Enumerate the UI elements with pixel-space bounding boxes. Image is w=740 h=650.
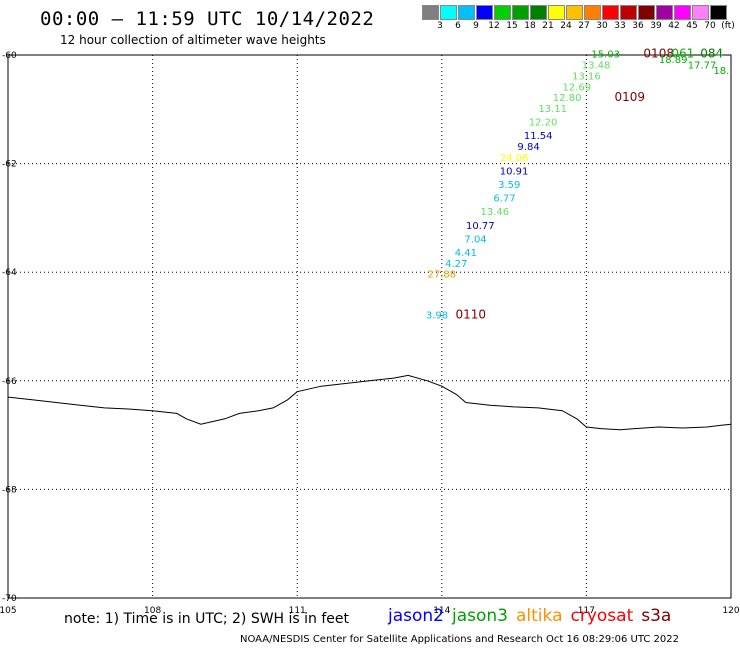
wave-height-label: 18.89 — [659, 55, 688, 66]
legend-label: 45 — [686, 21, 698, 31]
legend-swatch — [440, 5, 457, 20]
legend-label: 24 — [560, 21, 572, 31]
lon-tick-label: 111 — [289, 606, 306, 616]
legend-swatch — [548, 5, 565, 20]
legend-swatch — [710, 5, 727, 20]
satellite-label-jason3: jason3 — [452, 606, 508, 626]
wave-height-label: 4.27 — [445, 259, 467, 270]
wave-height-label: 6.77 — [493, 194, 515, 205]
lat-tick-label: -68 — [2, 485, 17, 495]
legend-swatch — [656, 5, 673, 20]
lat-tick-label: -60 — [2, 51, 17, 61]
legend-label: 21 — [542, 21, 554, 31]
color-legend — [422, 5, 728, 20]
wave-height-label: 10.91 — [500, 166, 529, 177]
legend-swatch — [674, 5, 691, 20]
legend-swatch — [512, 5, 529, 20]
lat-tick-label: -64 — [2, 268, 17, 278]
wave-height-label: 24.08 — [500, 153, 529, 164]
coastline — [7, 374, 732, 431]
legend-swatch — [638, 5, 655, 20]
legend-swatch — [422, 5, 439, 20]
legend-label: 15 — [506, 21, 518, 31]
wave-height-label: 27.88 — [427, 270, 456, 281]
legend-swatch — [494, 5, 511, 20]
legend-label: (ft) — [721, 21, 735, 31]
lat-tick-label: -70 — [2, 594, 17, 604]
map-subtitle: 12 hour collection of altimeter wave hei… — [60, 33, 326, 47]
lon-tick-label: 105 — [0, 606, 17, 616]
satellite-label-jason2: jason2 — [388, 606, 444, 626]
legend-label: 27 — [578, 21, 590, 31]
note-text: note: 1) Time is in UTC; 2) SWH is in fe… — [64, 611, 350, 627]
wave-height-label: 9.84 — [517, 142, 539, 153]
wave-height-label: 10.77 — [466, 221, 495, 232]
satellite-legend: jason2 jason3 altika cryosat s3a — [388, 606, 679, 626]
wave-height-label: 084 — [700, 47, 723, 61]
legend-label: 6 — [455, 21, 461, 31]
legend-label: 39 — [650, 21, 662, 31]
lat-tick-label: -66 — [2, 377, 17, 387]
legend-swatch — [692, 5, 709, 20]
legend-label: 42 — [668, 21, 680, 31]
legend-label: 70 — [704, 21, 716, 31]
wave-height-label: 0108 — [643, 47, 674, 61]
legend-swatch — [584, 5, 601, 20]
wave-height-label: 13.46 — [480, 207, 509, 218]
lon-tick-label: 108 — [144, 606, 161, 616]
legend-label: 18 — [524, 21, 536, 31]
lon-tick-label: 117 — [578, 606, 595, 616]
lon-tick-label: 120 — [722, 606, 739, 616]
wave-height-label: 12.69 — [562, 82, 591, 93]
satellite-label-altika: altika — [516, 606, 563, 626]
wave-height-label: 13.11 — [538, 104, 567, 115]
legend-swatch — [620, 5, 637, 20]
wave-height-label: 0109 — [615, 90, 646, 104]
wave-height-label: 17.77 — [688, 61, 717, 72]
wave-height-label: 13.48 — [582, 61, 611, 72]
legend-label: 30 — [596, 21, 608, 31]
legend-label: 9 — [473, 21, 479, 31]
legend-swatch — [566, 5, 583, 20]
wave-height-label: 061 — [671, 47, 694, 61]
legend-label: 33 — [614, 21, 626, 31]
wave-height-label: 7.04 — [464, 234, 486, 245]
wave-height-label: 15.03 — [591, 50, 620, 61]
satellite-label-cryosat: cryosat — [570, 606, 634, 626]
map-title: 00:00 – 11:59 UTC 10/14/2022 — [40, 8, 375, 30]
legend-swatch — [530, 5, 547, 20]
legend-swatch — [458, 5, 475, 20]
lat-tick-label: -62 — [2, 160, 17, 170]
legend-swatch — [602, 5, 619, 20]
wave-height-label: 0110 — [455, 307, 486, 321]
wave-height-label: 12.80 — [553, 93, 582, 104]
wave-height-label: 4.41 — [455, 248, 477, 259]
wave-height-label: 13.16 — [572, 71, 601, 82]
credit-line: NOAA/NESDIS Center for Satellite Applica… — [240, 634, 679, 645]
legend-label: 36 — [632, 21, 644, 31]
satellite-label-s3a: s3a — [641, 606, 672, 626]
wave-height-label: 18. — [713, 66, 729, 77]
wave-height-label: 12.20 — [529, 118, 558, 129]
legend-swatch — [476, 5, 493, 20]
lon-tick-label: 114 — [433, 606, 450, 616]
wave-height-label: 3.98 — [426, 310, 448, 321]
legend-label: 12 — [488, 21, 500, 31]
wave-height-label: 11.54 — [524, 131, 553, 142]
map-frame — [7, 54, 732, 599]
wave-height-label: 3.59 — [498, 180, 520, 191]
legend-label: 3 — [437, 21, 443, 31]
